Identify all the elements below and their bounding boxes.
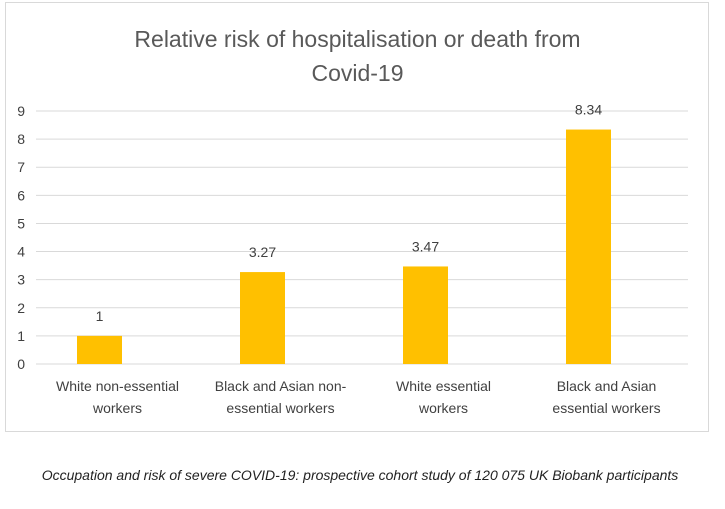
x-tick-label: White non-essential	[56, 378, 179, 394]
y-tick-label: 3	[17, 272, 25, 288]
x-tick-label: essential workers	[552, 400, 660, 416]
chart-title-line-1: Relative risk of hospitalisation or deat…	[134, 26, 581, 52]
chart-caption: Occupation and risk of severe COVID-19: …	[41, 467, 679, 483]
y-tick-label: 6	[17, 187, 25, 203]
data-labels: 1 3.27 3.47 8.34	[96, 102, 603, 324]
bar-chart: 0 1 2 3 4 5 6 7 8 9 1 3.27 3.47 8.34 White non-essen…	[17, 102, 688, 416]
y-tick-label: 7	[17, 159, 25, 175]
y-tick-label: 9	[17, 103, 25, 119]
data-label: 3.47	[412, 238, 439, 254]
data-label: 1	[96, 308, 104, 324]
x-tick-label: Black and Asian non-	[215, 378, 347, 394]
y-axis-ticks: 0 1 2 3 4 5 6 7 8 9	[17, 103, 25, 372]
y-tick-label: 2	[17, 300, 25, 316]
chart-title: Relative risk of hospitalisation or deat…	[0, 22, 715, 90]
x-tick-label: workers	[92, 400, 142, 416]
x-tick-label: White essential	[396, 378, 491, 394]
x-tick-label: essential workers	[226, 400, 334, 416]
bar	[77, 335, 122, 364]
y-tick-label: 0	[17, 356, 25, 372]
bar	[240, 272, 285, 364]
x-tick-label: Black and Asian	[557, 378, 657, 394]
data-label: 3.27	[249, 244, 276, 260]
bars	[77, 129, 611, 364]
data-label: 8.34	[575, 102, 602, 118]
bar	[566, 129, 611, 364]
y-tick-label: 1	[17, 328, 25, 344]
y-tick-label: 4	[17, 244, 25, 260]
chart-title-line-2: Covid-19	[311, 60, 404, 86]
bar	[403, 266, 448, 364]
y-tick-label: 8	[17, 131, 25, 147]
x-tick-label: workers	[418, 400, 468, 416]
x-axis-ticks: White non-essential workers Black and Asia…	[56, 378, 661, 416]
y-tick-label: 5	[17, 215, 25, 231]
